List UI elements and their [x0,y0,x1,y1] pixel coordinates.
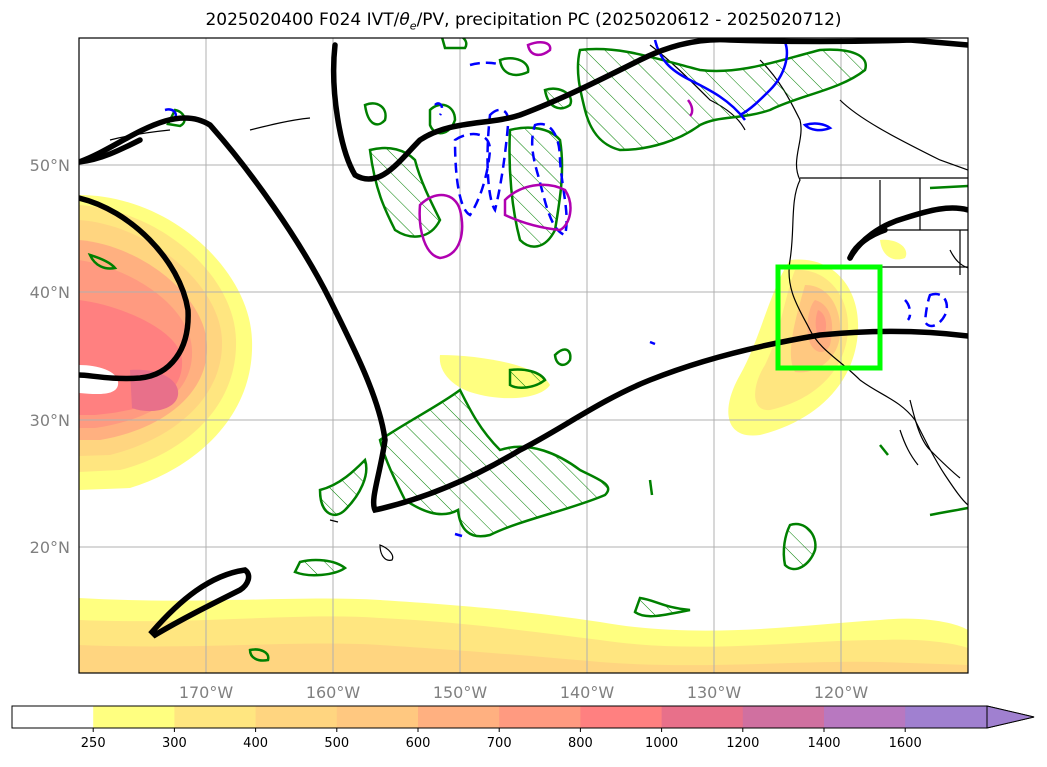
region-highlight-box [775,264,883,371]
lat-label: 50°N [30,156,70,175]
colorbar-label: 250 [81,736,106,751]
lon-label: 140°W [560,683,615,702]
colorbar-label: 600 [406,736,431,751]
colorbar-segment [580,706,663,728]
colorbar-label: 300 [162,736,187,751]
pv-dashed-contours [434,61,949,328]
colorbar-segment [742,706,825,728]
lat-labels: 20°N 30°N 40°N 50°N [30,156,70,557]
colorbar-label: 400 [243,736,268,751]
lon-label: 170°W [179,683,234,702]
colorbar-label: 1200 [726,736,759,751]
lat-label: 20°N [30,538,70,557]
colorbar-segment [255,706,338,728]
map-border [78,37,969,674]
colorbar-label: 500 [324,736,349,751]
colorbar-label: 1400 [807,736,840,751]
colorbar-segment [12,706,94,728]
colorbar-extension [986,705,1035,729]
title-suffix: /PV, precipitation PC (2025020612 - 2025… [416,10,842,30]
colorbar-segment [418,706,500,728]
lon-label: 160°W [306,683,361,702]
lon-labels: 170°W 160°W 150°W 140°W 130°W 120°W [179,683,869,702]
coastlines [109,44,968,561]
map-layers [79,38,968,673]
colorbar-segment [661,706,744,728]
colorbar-segment [93,706,175,728]
title-theta-sub: e [409,19,417,33]
lon-label: 150°W [433,683,488,702]
colorbar: 250 300 400 500 600 700 800 1000 1200 1400 1600 [11,705,1035,751]
colorbar-label: 1000 [645,736,678,751]
map-title: 2025020400 F024 IVT/θe/PV, precipitation… [0,10,1047,32]
lat-label: 30°N [30,411,70,430]
ivt-fill-west [79,195,253,490]
lon-label: 120°W [814,683,869,702]
lon-label: 130°W [687,683,742,702]
lat-label: 40°N [30,283,70,302]
title-theta: θ [399,10,410,30]
ivt-fill-south [79,598,968,673]
colorbar-segment [336,706,419,728]
colorbar-segment [824,706,906,728]
colorbar-label: 800 [568,736,593,751]
colorbar-segment [499,706,581,728]
colorbar-label: 1600 [889,736,922,751]
ivt-black-contours [79,38,968,639]
colorbar-label: 700 [487,736,512,751]
title-prefix: 2025020400 F024 IVT/ [205,10,400,30]
colorbar-segment [905,706,987,728]
pv-magenta-contours [418,41,694,260]
colorbar-segment [174,706,257,728]
